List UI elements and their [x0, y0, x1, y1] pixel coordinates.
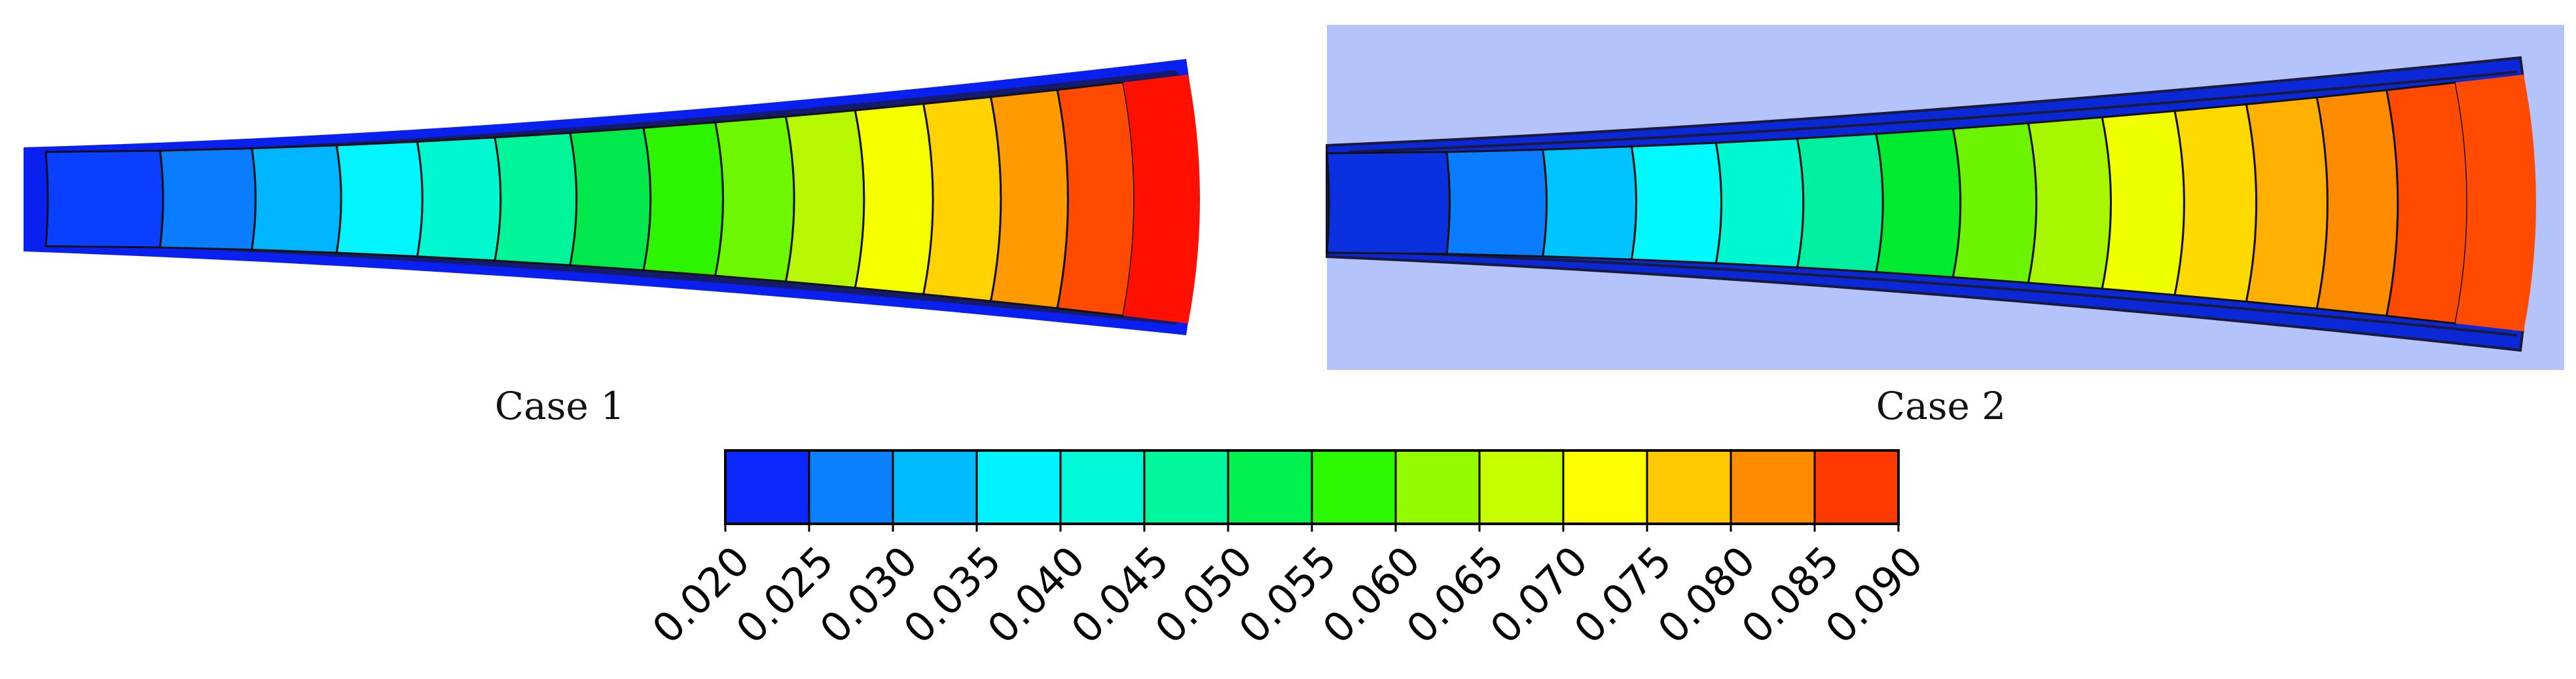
colorbar-swatches — [725, 450, 1899, 524]
case2-contour-band — [2101, 109, 2185, 297]
case2-contour-band — [1714, 138, 1805, 268]
case1-contour-band — [784, 109, 865, 289]
case1-contour-band — [854, 102, 934, 296]
case1-contour-bands — [45, 75, 1200, 323]
case1-panel — [24, 59, 1200, 335]
case1-contour-band — [251, 144, 342, 254]
colorbar-tick-label: 0.060 — [1313, 537, 1429, 653]
case2-panel — [1326, 25, 2564, 370]
case2-contour-band — [1951, 122, 2038, 284]
colorbar-swatch — [977, 450, 1061, 524]
colorbar-tick-label: 0.050 — [1146, 537, 1261, 653]
colorbar-tick-label: 0.055 — [1229, 537, 1345, 653]
case2-contour-band — [1542, 145, 1637, 261]
colorbar-swatch — [1144, 450, 1229, 524]
colorbar-swatch — [1312, 450, 1396, 524]
case1-contour-band — [45, 149, 164, 249]
case2-contour-band — [1445, 148, 1548, 258]
case2-contour-band — [1630, 141, 1723, 265]
case1-contour-band — [494, 132, 578, 266]
case2-label: Case 2 — [1876, 384, 2006, 428]
case2-contour-band — [2173, 103, 2258, 303]
case2-contour-band — [1796, 132, 1884, 274]
colorbar-swatch — [725, 450, 810, 524]
case2-contour-band — [1875, 128, 1962, 278]
colorbar-swatch — [1647, 450, 1732, 524]
colorbar-swatch — [1731, 450, 1815, 524]
colorbar-ticks — [724, 450, 1900, 532]
colorbar-swatch — [1815, 450, 1899, 524]
case1-contour-band — [714, 115, 795, 283]
colorbar-swatch — [1563, 450, 1648, 524]
case1-contour-band — [335, 140, 424, 258]
colorbar-tick-label: 0.045 — [1062, 537, 1178, 653]
colorbar-tick-label: 0.030 — [810, 537, 926, 653]
case1-contour-band — [1056, 81, 1136, 317]
colorbar-tick-label: 0.075 — [1565, 537, 1680, 653]
case2-inner-wall-line-bottom — [1348, 249, 2518, 337]
colorbar-swatch — [1396, 450, 1480, 524]
case1-contour-band — [569, 126, 652, 272]
case1-contour-band — [158, 147, 257, 251]
colorbar-swatch — [1228, 450, 1313, 524]
colorbar-tick-label: 0.035 — [894, 537, 1010, 653]
case2-inner-wall-line — [1348, 71, 2518, 153]
case2-contour-band — [2027, 116, 2112, 290]
colorbar-tick-label: 0.090 — [1816, 537, 1932, 653]
case2-contour-band — [2385, 81, 2469, 325]
colorbar-tick-label: 0.025 — [727, 537, 843, 653]
case2-contour-band — [2315, 88, 2399, 318]
case1-contour-band — [642, 121, 724, 277]
colorbar-tick-label: 0.040 — [978, 537, 1094, 653]
colorbar-swatch — [1061, 450, 1145, 524]
colorbar-tick-label: 0.080 — [1648, 537, 1764, 653]
case1-label: Case 1 — [495, 384, 625, 428]
colorbar-tick-labels: 0.0200.0250.0300.0350.0400.0450.0500.055… — [643, 537, 1932, 653]
case2-contour-band — [2455, 75, 2536, 331]
case1-contour-band — [1123, 75, 1200, 323]
case1-contour-band — [416, 136, 502, 262]
case1-contour-band — [922, 96, 1002, 303]
case2-contour-band — [1326, 151, 1451, 255]
colorbar-tick-label: 0.065 — [1397, 537, 1513, 653]
colorbar-swatch — [893, 450, 977, 524]
case2-contour-bands — [1326, 75, 2536, 331]
case2-contour-band — [2245, 96, 2329, 310]
colorbar-tick-label: 0.020 — [643, 537, 759, 653]
colorbar-tick-label: 0.070 — [1481, 537, 1597, 653]
colorbar-swatch — [809, 450, 894, 524]
colorbar: 0.0200.0250.0300.0350.0400.0450.0500.055… — [643, 449, 1932, 653]
colorbar-swatch — [1479, 450, 1564, 524]
case1-contour-band — [989, 88, 1069, 310]
colorbar-tick-label: 0.085 — [1732, 537, 1848, 653]
